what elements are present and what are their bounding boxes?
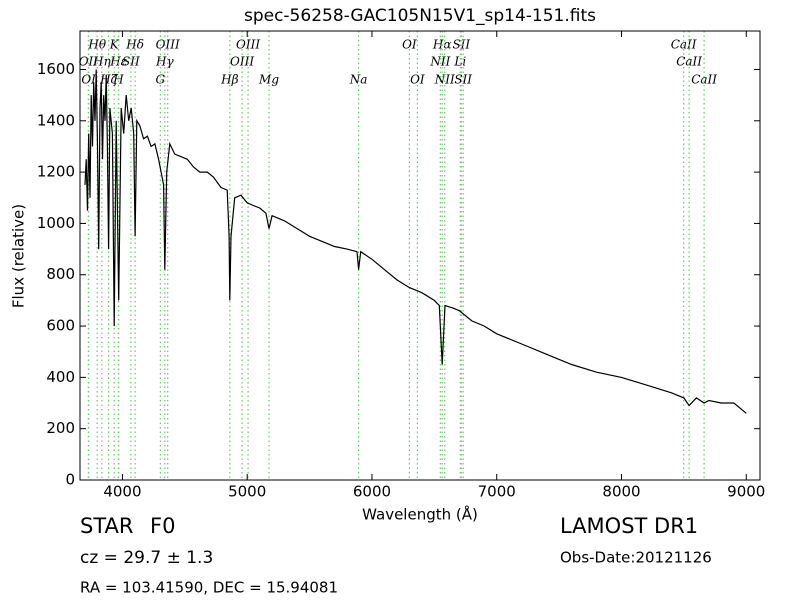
spectral-line-label: OI xyxy=(81,73,96,87)
spectral-line-label: OI xyxy=(410,73,425,87)
spectral-line-label: Hγ xyxy=(155,55,174,69)
chart-title: spec-56258-GAC105N15V1_sp14-151.fits xyxy=(244,6,596,26)
spectral-line-label: OI xyxy=(402,38,417,52)
y-tick-label: 1200 xyxy=(37,163,75,181)
spectral-line-label: Hη xyxy=(92,55,111,69)
spectral-line-label: Hζ xyxy=(99,73,118,87)
y-axis-label: Flux (relative) xyxy=(10,204,28,308)
x-tick-label: 6000 xyxy=(353,483,391,501)
spectral-line-label: SII xyxy=(454,73,472,87)
spectral-line-label: NII xyxy=(434,73,455,87)
spectrum-line xyxy=(84,69,747,414)
y-tick-label: 200 xyxy=(46,419,75,437)
obs-date: Obs-Date:20121126 xyxy=(560,549,712,567)
x-axis-label: Wavelength (Å) xyxy=(362,505,478,524)
spectral-line-label: K xyxy=(109,38,120,52)
x-tick-label: 5000 xyxy=(228,483,266,501)
spectral-line-label: CaII xyxy=(671,38,697,52)
plot-frame xyxy=(79,30,761,481)
spectral-line-label: G xyxy=(156,73,166,87)
x-tick-label: 4000 xyxy=(103,483,141,501)
x-tick-label: 8000 xyxy=(602,483,640,501)
spectral-line-label: OIII xyxy=(230,55,254,69)
y-tick-label: 400 xyxy=(46,368,75,386)
coordinates: RA = 103.41590, DEC = 15.94081 xyxy=(80,579,338,597)
spectral-line-label: OIII xyxy=(236,38,260,52)
y-tick-label: 800 xyxy=(46,265,75,283)
spectral-line-label: Hβ xyxy=(220,73,238,87)
spectral-line-label: Hδ xyxy=(125,38,144,52)
spectral-line-label: Li xyxy=(453,55,466,69)
redshift: cz = 29.7 ± 1.3 xyxy=(80,548,213,568)
x-tick-label: 9000 xyxy=(727,483,765,501)
spectral-line-label: Hθ xyxy=(87,38,106,52)
spectral-line-label: CaII xyxy=(676,55,702,69)
survey: LAMOST DR1 xyxy=(560,514,698,538)
spectral-line-label: SII xyxy=(122,55,140,69)
object-class: STAR xyxy=(80,514,133,538)
object-subclass: F0 xyxy=(150,514,175,538)
spectral-line-label: OIII xyxy=(156,38,180,52)
y-tick-label: 1600 xyxy=(37,60,75,78)
spectral-line-label: Na xyxy=(349,73,368,87)
spectral-line-label: OII xyxy=(79,55,99,69)
spectral-line-label: NII xyxy=(429,55,450,69)
spectral-line-label: Hε xyxy=(109,55,127,69)
y-tick-label: 1000 xyxy=(37,214,75,232)
y-tick-label: 1400 xyxy=(37,111,75,129)
x-tick-label: 7000 xyxy=(478,483,516,501)
spectral-line-label: Hα xyxy=(432,38,452,52)
spectral-line-label: CaII xyxy=(691,73,717,87)
spectral-line-label: Mg xyxy=(258,73,279,87)
spectral-line-label: H xyxy=(112,73,124,87)
spectral-line-label: SII xyxy=(452,38,470,52)
y-tick-label: 600 xyxy=(46,317,75,335)
y-tick-label: 0 xyxy=(65,471,75,489)
